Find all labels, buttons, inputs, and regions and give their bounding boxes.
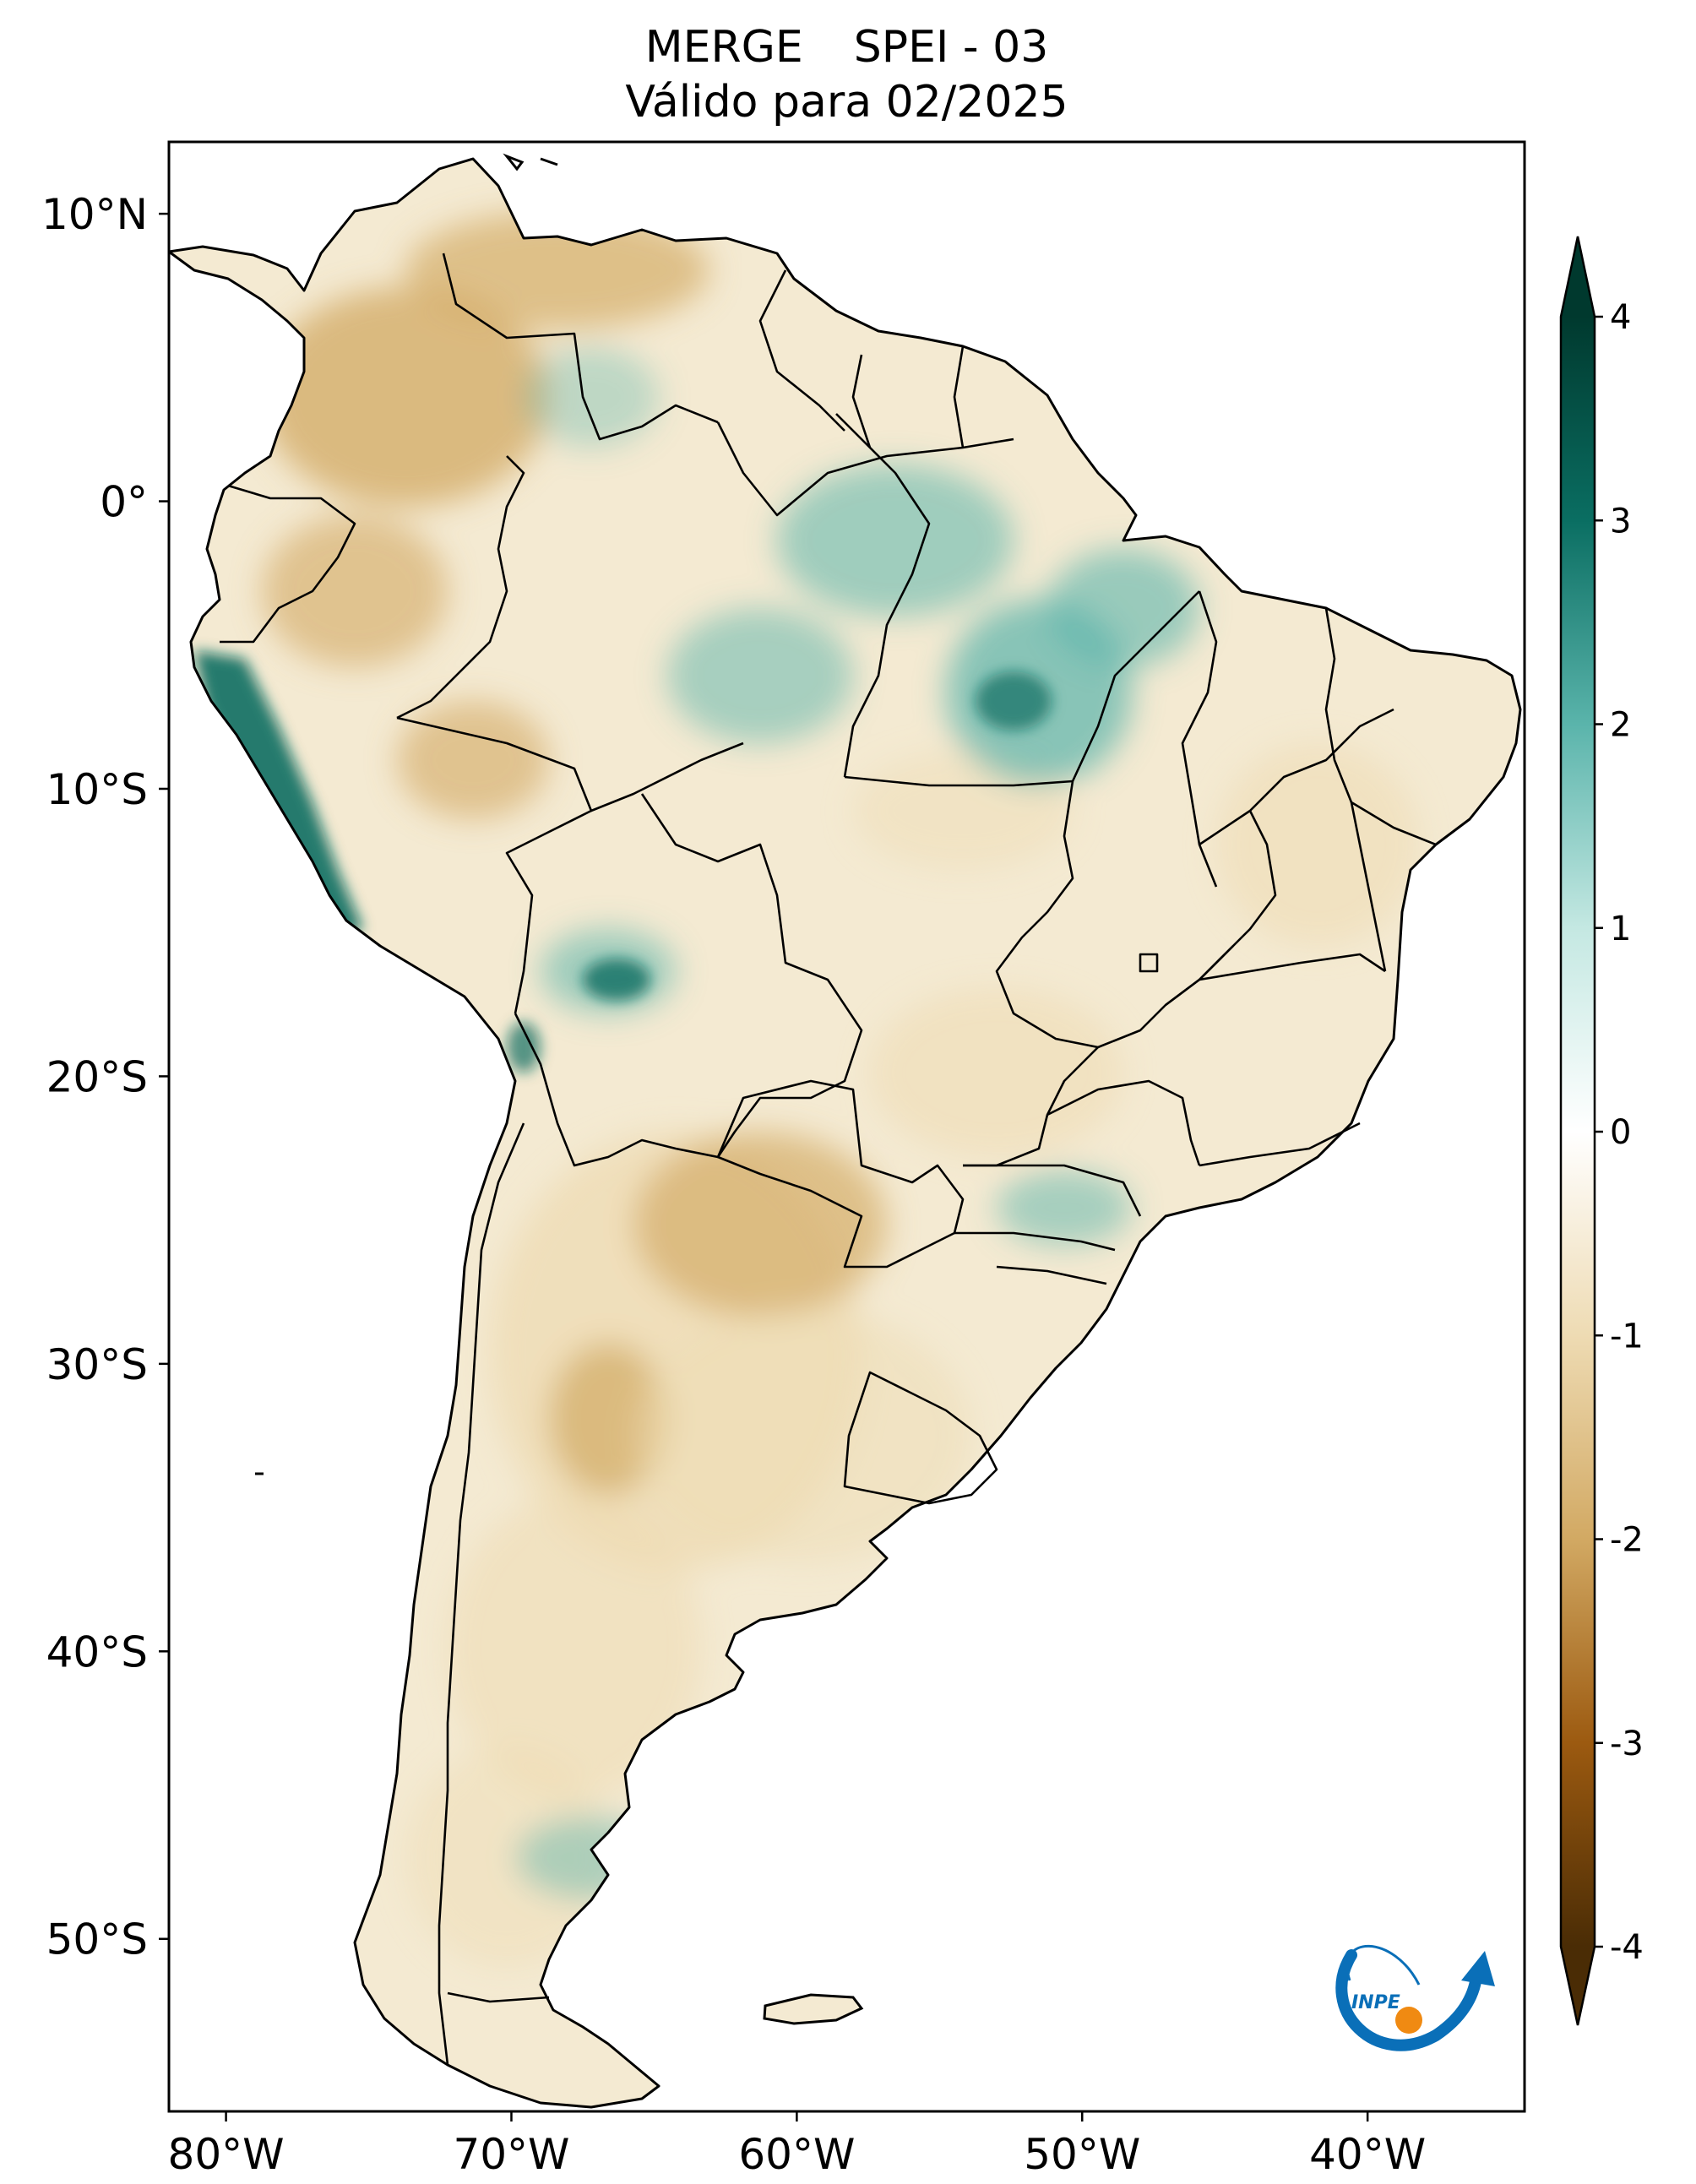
logo-orbit <box>1345 1944 1421 1986</box>
lon-tick-label: 50°W <box>1024 2130 1140 2179</box>
logo-dot <box>1395 2007 1422 2034</box>
logo-arrow-icon <box>1461 1951 1495 1986</box>
political-borders <box>220 253 1437 2066</box>
logo-text: INPE <box>1351 1992 1400 2013</box>
colorbar-min-extension <box>1561 1947 1595 2025</box>
map-subtitle: Válido para 02/2025 <box>625 77 1068 128</box>
islands-outline <box>255 153 558 1475</box>
lat-tick-label: 30°S <box>46 1340 148 1389</box>
lon-tick-label: 40°W <box>1309 2130 1426 2179</box>
logo-swoosh-outer <box>1335 1949 1482 2051</box>
index-name: SPEI - 03 <box>853 22 1049 73</box>
colorbar-tick-label: 2 <box>1610 706 1631 745</box>
colorbar-tick-label: -1 <box>1610 1317 1644 1355</box>
colorbar-tick-label: -3 <box>1610 1725 1644 1763</box>
lon-tick-label: 80°W <box>168 2130 285 2179</box>
coastline <box>169 157 1522 2109</box>
colorbar-gradient <box>1561 317 1595 1947</box>
lat-tick-label: 50°S <box>46 1915 148 1964</box>
lat-tick-label: 10°N <box>41 190 148 239</box>
colorbar-tick-label: 0 <box>1610 1113 1631 1152</box>
lat-tick-label: 40°S <box>46 1627 148 1676</box>
map-title: MERGE SPEI - 03 <box>169 21 1525 73</box>
colorbar-ticks: 4 3 2 1 0 -1 -2 -3 -4 <box>1595 298 1644 1967</box>
colorbar-max-extension <box>1561 236 1595 317</box>
lat-tick-label: 0° <box>100 478 148 527</box>
lon-tick-label: 60°W <box>738 2130 855 2179</box>
colorbar: 4 3 2 1 0 -1 -2 -3 -4 <box>1559 236 1644 2026</box>
colorbar-tick-label: 1 <box>1610 910 1631 948</box>
lat-tick-label: 20°S <box>46 1052 148 1101</box>
colorbar-tick-label: 3 <box>1610 502 1631 541</box>
latitude-axis: 10°N 0° 10°S 20°S 30°S 40°S 50°S <box>41 190 169 1964</box>
colorbar-tick-label: 4 <box>1610 298 1631 337</box>
longitude-axis: 80°W 70°W 60°W 50°W 40°W <box>168 2111 1426 2179</box>
inpe-logo: INPE <box>1335 1944 1495 2051</box>
dataset-name: MERGE <box>644 22 803 73</box>
lon-tick-label: 70°W <box>453 2130 569 2179</box>
falklands-outline <box>763 1993 864 2025</box>
lat-tick-label: 10°S <box>46 765 148 814</box>
colorbar-tick-label: -2 <box>1610 1521 1644 1560</box>
colorbar-tick-label: -4 <box>1610 1928 1644 1967</box>
map-frame <box>167 140 1526 2113</box>
